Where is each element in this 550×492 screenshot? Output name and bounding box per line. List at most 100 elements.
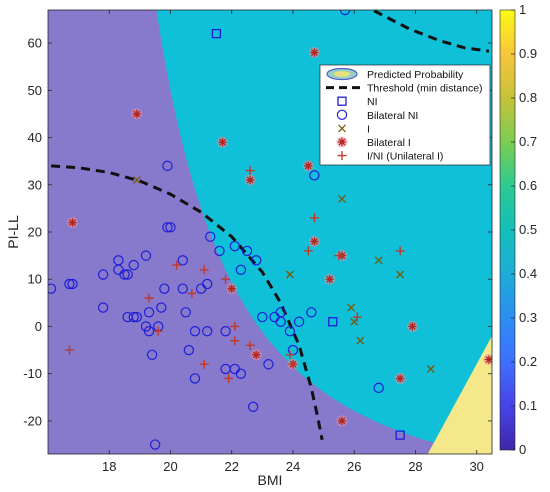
data-point (309, 213, 319, 223)
data-point (202, 278, 213, 290)
y-tick-label: 10 (28, 272, 42, 287)
data-point (218, 138, 227, 147)
data-point (304, 161, 313, 171)
data-point (221, 274, 231, 284)
data-point (224, 373, 234, 383)
legend-swatch-marker (338, 124, 346, 133)
series-ni (211, 28, 405, 440)
data-point (303, 246, 313, 256)
data-point (229, 240, 240, 252)
series-i (132, 176, 435, 373)
data-point (149, 439, 161, 450)
data-point (132, 109, 141, 119)
data-point (325, 275, 334, 284)
colorbar-tick-label: 0 (519, 442, 526, 457)
data-point (285, 350, 295, 360)
threshold-curves (50, 10, 490, 441)
data-point (144, 293, 154, 303)
data-point (395, 430, 405, 440)
colorbar-tick-label: 0.5 (519, 222, 537, 237)
data-point (257, 311, 268, 323)
colorbar-tick-label: 0.7 (519, 134, 537, 149)
x-tick-labels: 18 20 22 24 26 28 30 (102, 459, 484, 474)
data-point (245, 175, 255, 185)
data-point (352, 312, 362, 322)
legend-swatch-marker (336, 109, 348, 121)
colorbar-tick-label: 0.8 (519, 90, 537, 105)
legend: Predicted Probability Threshold (min dist… (319, 64, 491, 166)
data-point (162, 222, 173, 233)
legend-label: Bilateral NI (367, 110, 418, 122)
data-point (64, 278, 75, 290)
data-point (285, 270, 294, 279)
colorbar-tick-label: 0.1 (519, 398, 537, 413)
data-point (97, 302, 109, 313)
series-i-ni-unilateral-i (64, 166, 405, 383)
colorbar-tick-label: 0.2 (519, 354, 537, 369)
y-tick-label: 0 (35, 319, 42, 334)
y-tick-label: 30 (28, 177, 42, 192)
x-tick-label: 18 (102, 459, 116, 474)
y-tick-label: -10 (23, 366, 42, 381)
data-point (131, 311, 142, 323)
x-tick-label: 20 (163, 459, 177, 474)
colorbar-tick-label: 0.6 (519, 178, 537, 193)
data-point (128, 259, 139, 271)
legend-label: I/NI (Unilateral I) (367, 151, 443, 163)
data-points (48, 10, 492, 450)
data-point (97, 269, 109, 280)
data-point (374, 256, 383, 265)
data-point (140, 250, 152, 261)
data-point (306, 307, 317, 318)
colorbar-tick-label: 0.3 (519, 310, 537, 325)
x-tick-label: 24 (286, 459, 300, 474)
legend-swatch-marker (337, 137, 347, 147)
data-point (67, 278, 78, 290)
data-point (373, 382, 384, 394)
x-axis-label: BMI (258, 472, 283, 488)
data-point (356, 336, 365, 345)
series-bilateral-ni (48, 10, 384, 450)
colorbar-tick-label: 1 (519, 2, 526, 17)
legend-swatch-contour-inner (334, 71, 350, 77)
data-point (214, 245, 225, 257)
plot-frame (47, 9, 493, 455)
data-point (275, 316, 286, 327)
y-axis-label: PI-LL (5, 215, 21, 249)
data-point (235, 264, 247, 275)
x-tick-label: 28 (408, 459, 422, 474)
data-point (245, 340, 255, 350)
data-point (395, 374, 405, 383)
data-point (395, 246, 405, 256)
data-point (337, 194, 346, 203)
data-point (211, 28, 222, 39)
data-point (310, 48, 319, 57)
legend-swatch-marker (337, 151, 347, 161)
data-point (183, 344, 195, 356)
series-bilateral-i (66, 47, 492, 427)
data-point (251, 255, 262, 266)
data-point (199, 359, 209, 369)
data-point (284, 325, 296, 337)
data-point (153, 326, 163, 336)
y-tick-label: 40 (28, 130, 42, 145)
data-point (146, 349, 158, 361)
data-point (426, 365, 435, 373)
data-point (339, 10, 351, 16)
contour-band (427, 335, 492, 454)
data-point (241, 245, 253, 257)
x-tick-label: 26 (347, 459, 361, 474)
colorbar-tick-label: 0.4 (519, 266, 537, 281)
legend-label: NI (367, 96, 378, 108)
data-point (132, 176, 141, 185)
data-point (165, 222, 176, 233)
data-point (68, 218, 77, 227)
data-point (189, 373, 201, 384)
data-point (156, 302, 167, 313)
data-point (347, 303, 356, 312)
legend-swatch-marker (337, 96, 347, 106)
data-point (143, 325, 155, 337)
data-point (172, 260, 182, 270)
data-point (245, 166, 255, 176)
